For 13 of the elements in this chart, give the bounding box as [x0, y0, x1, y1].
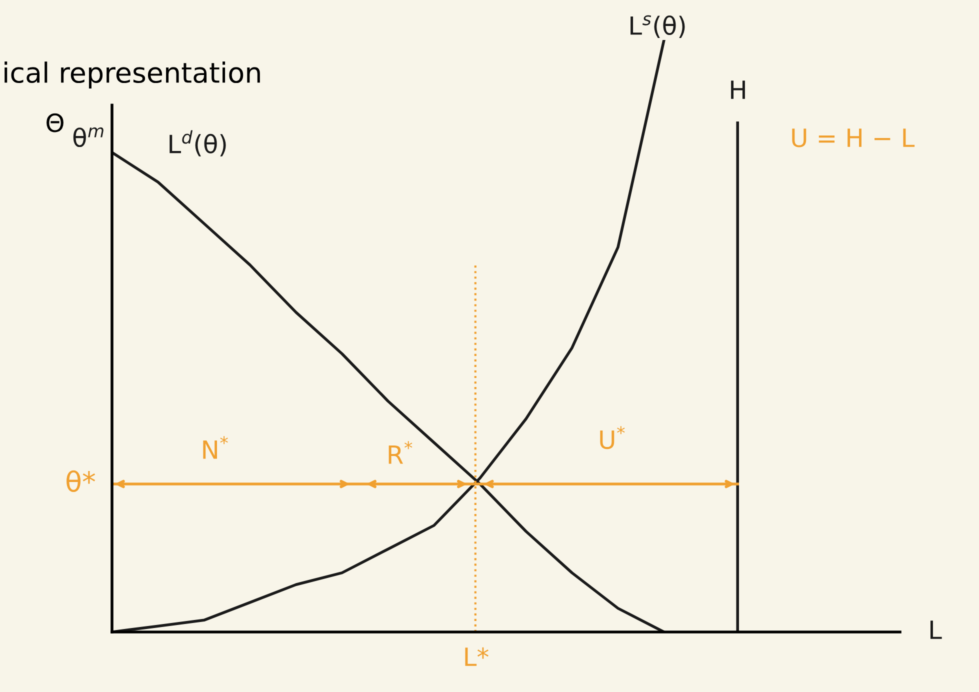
text: H [731, 80, 745, 99]
annotation: R$^{*}$ [388, 441, 412, 464]
series-label: L$^{d}$(θ) [170, 130, 226, 156]
series-label: L$^{s}$(θ) [630, 15, 685, 38]
annotation: U$^{*}$ [600, 426, 625, 450]
text: L [930, 620, 942, 639]
text: ical representation [4, 62, 260, 88]
annotation: θ$^{m}$ [73, 127, 104, 148]
y-axis-title: Θ [46, 113, 64, 132]
annotation: N$^{*}$ [203, 436, 228, 459]
text: L* [465, 647, 488, 666]
text: U = H − L [792, 128, 915, 148]
ref-line-label: θ* [66, 470, 96, 492]
